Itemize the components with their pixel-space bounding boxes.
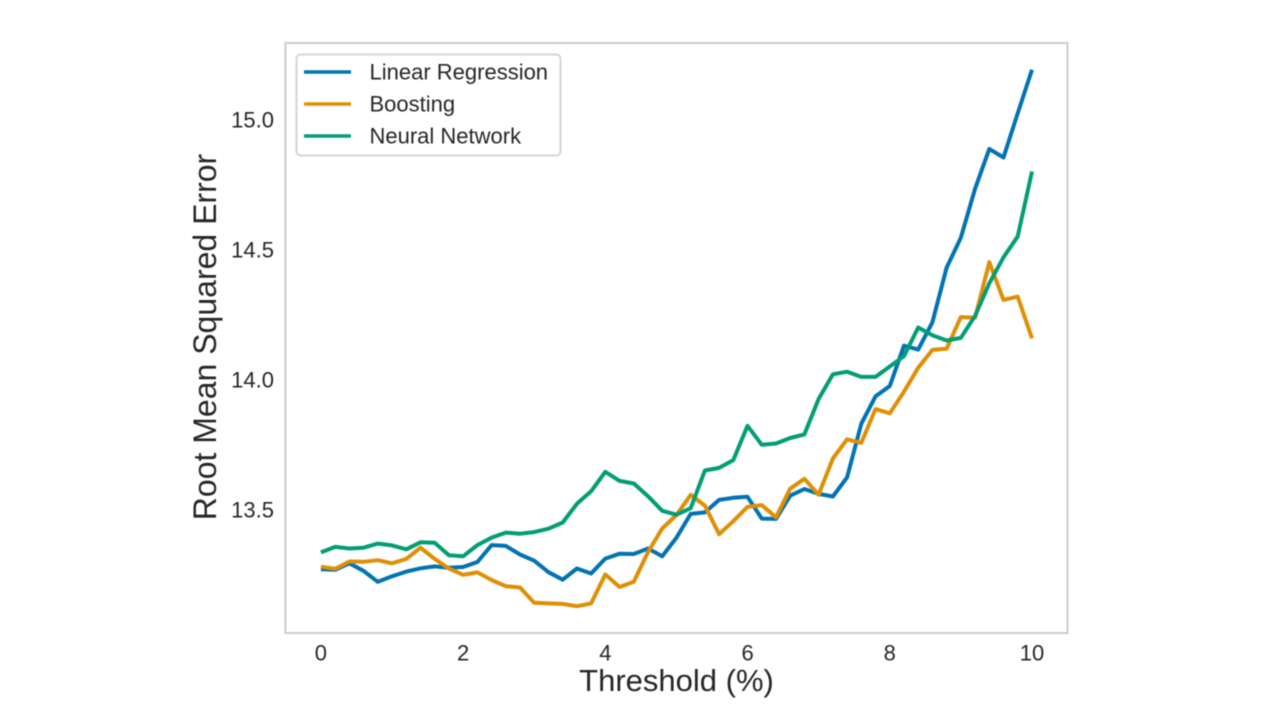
svg-text:6: 6 bbox=[741, 641, 753, 666]
svg-text:Boosting: Boosting bbox=[370, 92, 456, 117]
svg-text:4: 4 bbox=[599, 641, 611, 666]
svg-text:15.0: 15.0 bbox=[231, 107, 274, 132]
svg-text:2: 2 bbox=[457, 641, 469, 666]
svg-text:14.5: 14.5 bbox=[231, 237, 274, 262]
svg-text:10: 10 bbox=[1020, 641, 1044, 666]
svg-text:Linear Regression: Linear Regression bbox=[370, 60, 549, 85]
svg-text:14.0: 14.0 bbox=[231, 367, 274, 392]
svg-text:13.5: 13.5 bbox=[231, 497, 274, 522]
svg-text:0: 0 bbox=[315, 641, 327, 666]
svg-text:Neural Network: Neural Network bbox=[370, 124, 523, 149]
svg-text:Root Mean Squared Error: Root Mean Squared Error bbox=[187, 153, 223, 520]
svg-text:8: 8 bbox=[884, 641, 896, 666]
svg-text:Threshold (%): Threshold (%) bbox=[579, 663, 774, 698]
